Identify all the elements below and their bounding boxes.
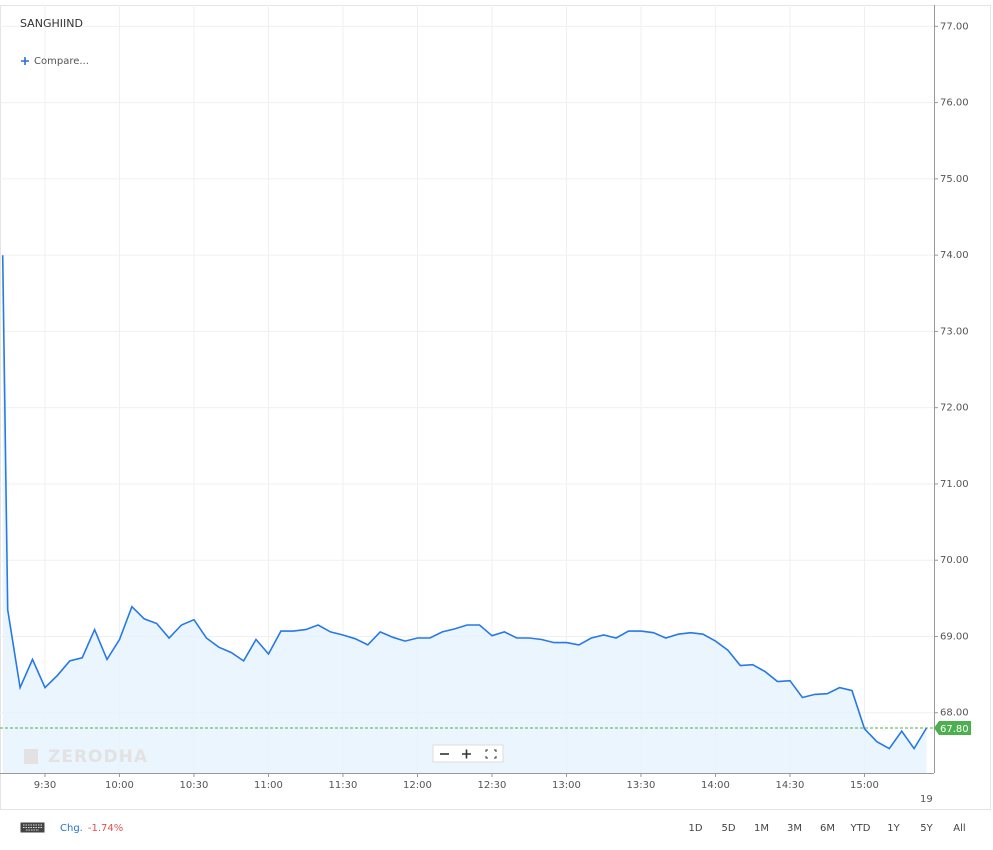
- x-tick-label: 13:30: [627, 780, 656, 791]
- period-button[interactable]: 1Y: [887, 822, 900, 834]
- x-tick-label: 13:00: [552, 780, 581, 791]
- x-tick-label: 10:00: [105, 780, 134, 791]
- x-tick-label: 14:00: [701, 780, 730, 791]
- x-tick-label: 11:30: [329, 780, 358, 791]
- y-tick-label: 75.00: [940, 174, 969, 185]
- period-button[interactable]: 5Y: [920, 822, 933, 834]
- last-price-label: 67.80: [940, 724, 969, 735]
- y-tick-label: 71.00: [940, 479, 969, 490]
- y-tick-label: 68.00: [940, 708, 969, 719]
- period-button[interactable]: 1D: [688, 822, 703, 834]
- x-tick-label: 15:00: [850, 780, 879, 791]
- chart: SANGHIIND Compare... ZERODHA 19 68.00 69.…: [0, 5, 991, 810]
- x-tick-label: 14:30: [776, 780, 805, 791]
- change-value: -1.74%: [87, 822, 124, 834]
- period-button[interactable]: 5D: [721, 822, 736, 834]
- period-button[interactable]: 3M: [787, 822, 802, 834]
- bottom-bar: Chg. -1.74% 1D 5D 1M 3M 6M YTD 1Y 5Y All: [0, 812, 993, 844]
- y-tick-label: 73.00: [940, 326, 969, 337]
- period-button[interactable]: 1M: [754, 822, 769, 834]
- x-tick-label: 11:00: [254, 780, 283, 791]
- x-tick-label: 12:00: [403, 780, 432, 791]
- fullscreen[interactable]: [485, 749, 497, 759]
- x-tick-label: 9:30: [34, 780, 56, 791]
- period-buttons: 1D 5D 1M 3M 6M YTD 1Y 5Y All: [679, 823, 976, 834]
- change-label: Chg.: [60, 822, 83, 834]
- keyboard-icon[interactable]: [20, 822, 46, 834]
- y-tick-label: 69.00: [940, 631, 969, 642]
- date-label: 19: [920, 794, 933, 805]
- grid: [0, 5, 934, 773]
- zoom-controls: [432, 744, 504, 763]
- y-tick-label: 76.00: [940, 98, 969, 109]
- x-tick-label: 12:30: [478, 780, 507, 791]
- y-tick-label: 70.00: [940, 555, 969, 566]
- compare-button[interactable]: Compare...: [34, 56, 89, 67]
- chart-title: SANGHIIND: [20, 17, 83, 30]
- price-line: [1, 255, 928, 751]
- zoom-in[interactable]: [462, 749, 471, 759]
- y-tick-label: 77.00: [940, 21, 969, 32]
- y-tick-label: 74.00: [940, 250, 969, 261]
- watermark: ZERODHA: [48, 747, 148, 767]
- period-button[interactable]: 6M: [820, 822, 835, 834]
- y-tick-label: 72.00: [940, 403, 969, 414]
- x-tick-label: 10:30: [180, 780, 209, 791]
- compare-icon[interactable]: [21, 57, 29, 65]
- watermark-logo: [24, 749, 38, 764]
- period-button[interactable]: All: [953, 822, 966, 834]
- area: [2, 255, 927, 773]
- last-price-tag: [934, 721, 971, 736]
- period-button[interactable]: YTD: [850, 822, 871, 834]
